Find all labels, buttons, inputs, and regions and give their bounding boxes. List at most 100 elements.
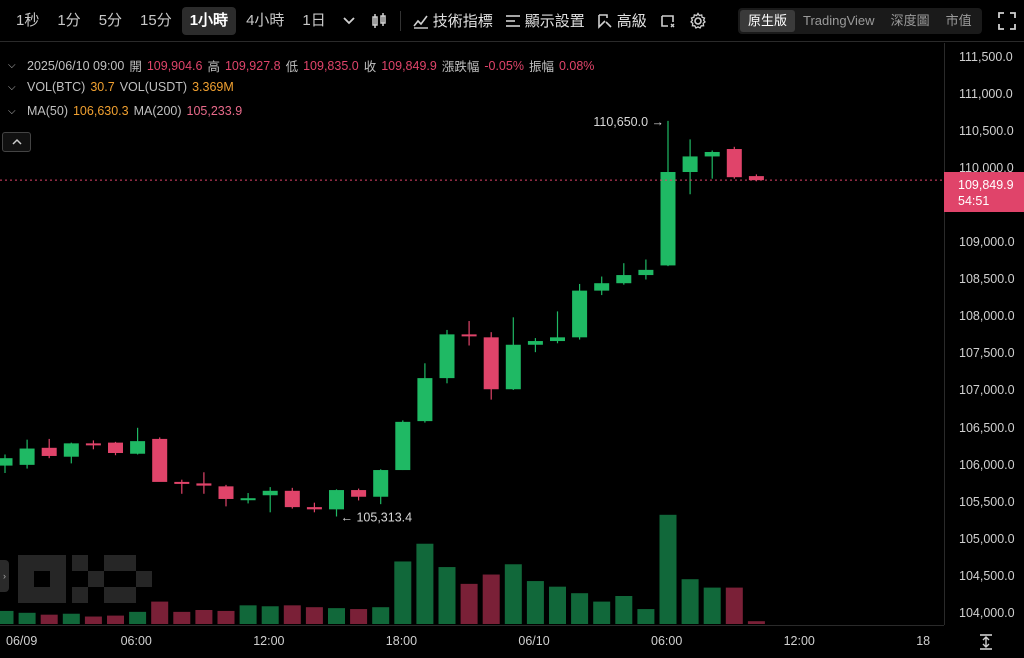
time-tick: 06/09 [6, 634, 38, 648]
candle[interactable] [395, 420, 411, 471]
candle-body [395, 421, 411, 471]
price-tick: 111,000.0 [959, 86, 1013, 101]
candle[interactable] [704, 150, 720, 179]
candle[interactable] [505, 317, 521, 390]
candlestick-chart[interactable]: 110,650.0 → ← 105,313.4 [0, 43, 944, 625]
chevron-down-icon[interactable]: ⌵ [8, 60, 16, 71]
view-tab-3[interactable]: 市值 [945, 13, 972, 28]
candle[interactable] [417, 363, 433, 423]
advanced-button[interactable]: 高級 [591, 7, 653, 35]
high-label: 高 [207, 60, 220, 74]
chevron-down-icon[interactable] [334, 7, 364, 35]
volume-bar [328, 608, 345, 624]
candle[interactable] [461, 321, 477, 346]
candle[interactable] [373, 469, 389, 505]
candle[interactable] [726, 146, 742, 179]
left-panel-handle[interactable]: › [0, 560, 9, 592]
timeframe-5[interactable]: 4小時 [246, 11, 285, 29]
display-settings-button[interactable]: 顯示設置 [499, 7, 591, 35]
volume-legend: ⌵ VOL(BTC) 30.7 VOL(USDT) 3.369M [8, 80, 239, 94]
volume-bar [195, 610, 213, 624]
time-tick: 18:00 [385, 634, 418, 648]
candle[interactable] [218, 484, 234, 507]
candle[interactable] [63, 442, 79, 464]
price-axis[interactable]: 111,500.0 111,000.0 110,500.0 110,000.0 109,… [944, 43, 1024, 625]
timeframe-0[interactable]: 1秒 [16, 11, 40, 29]
candle[interactable] [329, 489, 344, 517]
candle[interactable] [85, 440, 101, 450]
candle[interactable] [174, 479, 190, 494]
candle-body [660, 172, 676, 266]
change-label: 漲跌幅 [441, 60, 480, 74]
candle[interactable] [638, 259, 654, 280]
candle[interactable] [572, 283, 588, 340]
candle[interactable] [130, 427, 146, 455]
candle-body [284, 490, 300, 508]
candles [0, 120, 764, 517]
volume-bar [40, 614, 58, 624]
timeframe-3[interactable]: 15分 [140, 11, 172, 29]
volume-bar [350, 609, 368, 624]
volume-bar [305, 607, 323, 624]
indicators-button[interactable]: 技術指標 [407, 7, 499, 35]
chevron-down-icon[interactable]: ⌵ [8, 81, 16, 93]
candle[interactable] [616, 263, 632, 285]
price-tick: 110,000.0 [959, 161, 1014, 176]
legend-datetime: 2025/06/10 09:00 [27, 58, 125, 73]
gear-icon[interactable] [683, 7, 713, 35]
list-settings-icon [505, 14, 520, 27]
view-tab-0[interactable]: 原生版 [740, 10, 796, 32]
candle[interactable] [306, 502, 322, 513]
low-label: 低 [285, 60, 299, 74]
candle[interactable] [594, 276, 610, 296]
candle[interactable] [196, 472, 212, 494]
auto-scale-icon[interactable] [976, 632, 996, 652]
volume-bar [84, 616, 102, 624]
volume-bar [637, 609, 655, 624]
advanced-chart-icon [597, 13, 612, 29]
time-axis[interactable]: 06/09 06:00 12:00 18:00 06/10 06:00 12:00 18 [0, 625, 944, 658]
timeframe-4[interactable]: 1小時 [181, 6, 237, 35]
volume-bar [482, 574, 500, 624]
candle[interactable] [108, 441, 123, 456]
candle[interactable] [682, 139, 698, 195]
candle[interactable] [527, 338, 543, 353]
candle[interactable] [41, 438, 57, 459]
timeframe-1[interactable]: 1分 [57, 11, 81, 29]
candle-body [682, 156, 698, 173]
collapse-legend-button[interactable] [2, 132, 31, 152]
candle[interactable] [262, 487, 278, 513]
candle[interactable] [439, 329, 455, 384]
candle[interactable] [152, 437, 168, 482]
candle[interactable] [19, 439, 35, 469]
candle-body [351, 490, 367, 497]
time-tick: 06:00 [651, 634, 683, 648]
candle-body [417, 378, 433, 422]
timeframe-6[interactable]: 1日 [302, 11, 326, 29]
chevron-down-icon[interactable]: ⌵ [8, 105, 16, 117]
candlestick-type-icon[interactable] [364, 7, 394, 35]
time-tick: 12:00 [253, 634, 285, 648]
price-tick: 111,500.0 [959, 49, 1013, 64]
candle[interactable] [0, 454, 13, 474]
view-tab-1[interactable]: TradingView [803, 13, 875, 28]
candle-body [572, 290, 588, 338]
candle-body [130, 441, 146, 454]
candle[interactable] [550, 311, 565, 344]
candle[interactable] [284, 487, 300, 509]
fullscreen-icon[interactable] [996, 10, 1018, 32]
volume-bar [659, 514, 677, 624]
vol-usdt-label: VOL(USDT) [119, 80, 188, 94]
screenshot-icon[interactable] [653, 7, 683, 35]
volume-bars [0, 514, 765, 624]
candle[interactable] [351, 488, 367, 501]
view-tab-2[interactable]: 深度圖 [890, 13, 930, 28]
ma-legend: ⌵ MA(50) 106,630.3 MA(200) 105,233.9 [8, 104, 247, 118]
candle[interactable] [483, 332, 499, 400]
candle[interactable] [240, 493, 256, 504]
high-value: 109,927.8 [224, 58, 281, 73]
candle-body [616, 275, 632, 284]
timeframe-2[interactable]: 5分 [98, 11, 123, 29]
candle[interactable] [660, 120, 676, 267]
volume-bar [372, 607, 390, 624]
